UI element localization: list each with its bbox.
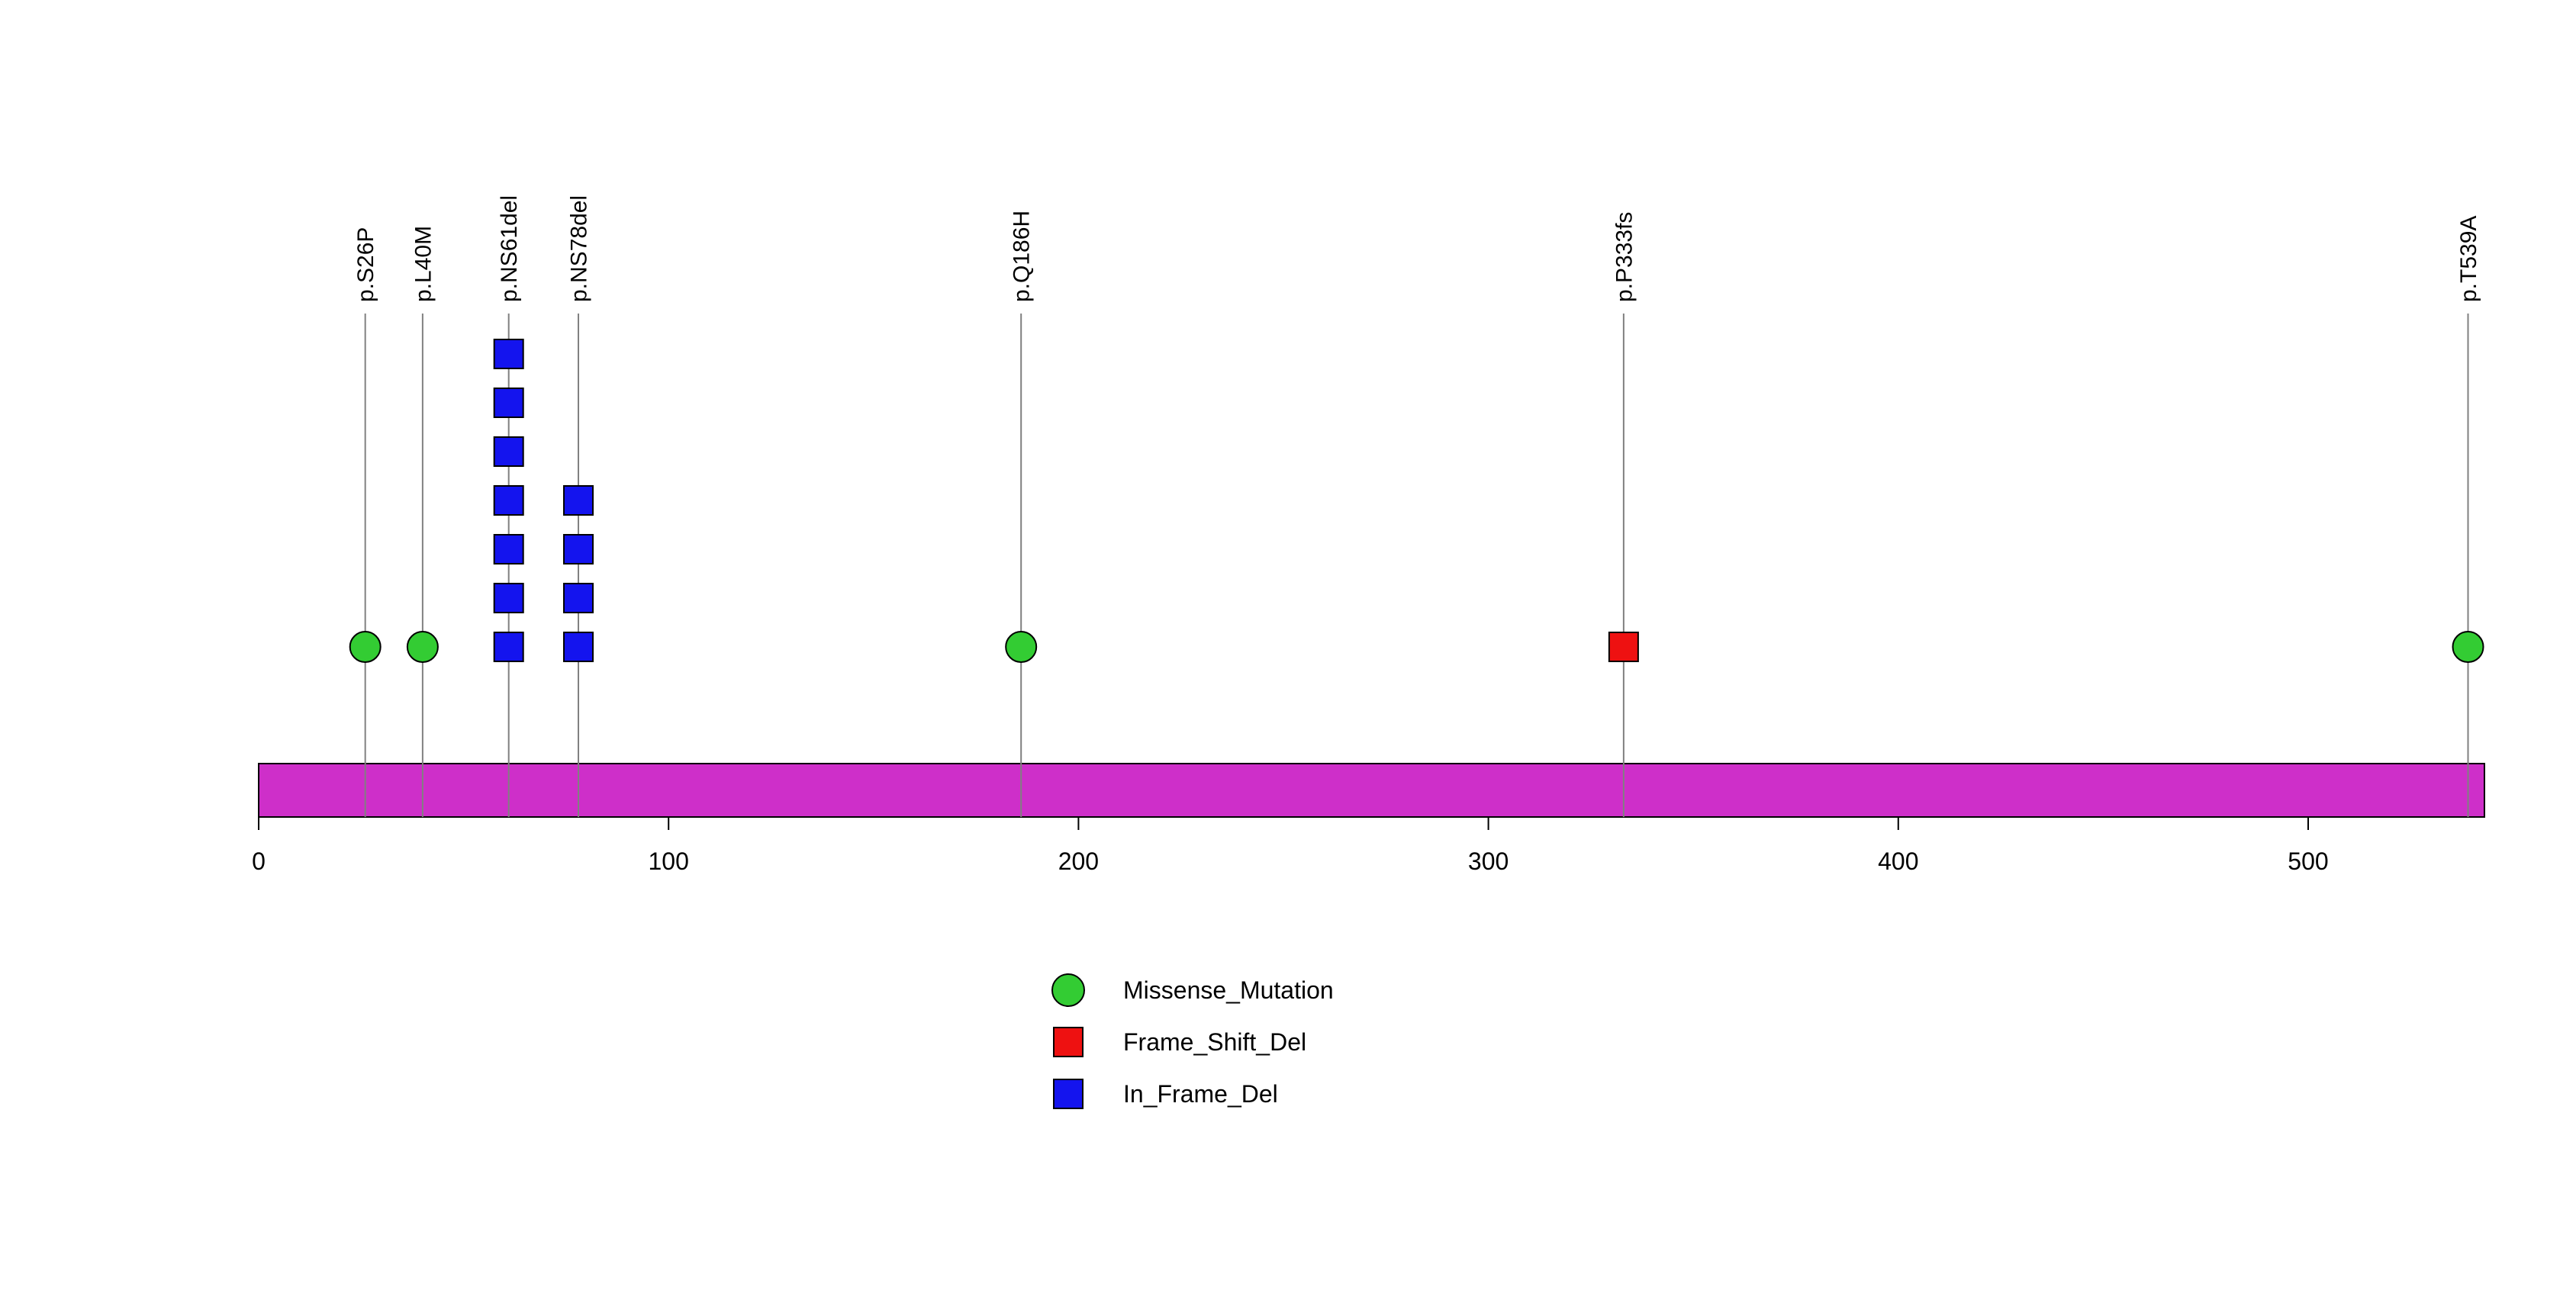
mutation-marker-in_frame_del	[493, 632, 524, 662]
mutation-label: p.Q186H	[1009, 211, 1035, 302]
mutation-marker-in_frame_del	[563, 485, 594, 516]
axis-tick-label: 400	[1878, 848, 1918, 875]
mutation-marker-frame_shift_del	[1608, 632, 1639, 662]
axis-tick-label: 0	[252, 848, 266, 875]
mutation-marker-in_frame_del	[563, 632, 594, 662]
mutation-marker-missense_mutation	[349, 631, 382, 663]
mutation-marker-in_frame_del	[493, 583, 524, 613]
mutation-label: p.S26P	[353, 227, 378, 302]
mutation-marker-in_frame_del	[493, 485, 524, 516]
mutation-marker-missense_mutation	[1005, 631, 1038, 663]
mutation-label: p.L40M	[411, 226, 436, 302]
legend-label: In_Frame_Del	[1123, 1080, 1278, 1108]
axis-tick-label: 100	[649, 848, 689, 875]
legend-label: Missense_Mutation	[1123, 976, 1334, 1004]
legend-swatch-in_frame_del	[1053, 1079, 1084, 1109]
mutation-marker-in_frame_del	[493, 534, 524, 564]
mutation-marker-missense_mutation	[2452, 631, 2484, 663]
axis-tick-label: 300	[1468, 848, 1509, 875]
axis-tick-label: 200	[1058, 848, 1099, 875]
mutation-marker-in_frame_del	[563, 534, 594, 564]
mutation-label-group: p.Q186H	[1009, 211, 1035, 302]
mutation-label: p.T539A	[2456, 216, 2481, 302]
legend-label: Frame_Shift_Del	[1123, 1028, 1306, 1056]
mutation-label: p.NS78del	[567, 195, 592, 302]
mutation-marker-in_frame_del	[493, 388, 524, 418]
mutation-label-group: p.P333fs	[1612, 212, 1637, 302]
mutation-label-group: p.S26P	[353, 227, 378, 302]
mutation-marker-missense_mutation	[406, 631, 439, 663]
mutation-label-group: p.NS61del	[497, 195, 522, 302]
legend-swatch-frame_shift_del	[1053, 1027, 1084, 1057]
axis-tick-label: 500	[2288, 848, 2328, 875]
mutation-marker-in_frame_del	[493, 436, 524, 467]
mutation-label-group: p.T539A	[2456, 216, 2481, 302]
mutation-label: p.P333fs	[1612, 212, 1637, 302]
mutation-label-group: p.NS78del	[567, 195, 592, 302]
legend-swatch-missense_mutation	[1051, 973, 1085, 1007]
mutation-marker-in_frame_del	[493, 339, 524, 369]
mutation-label-group: p.L40M	[411, 226, 436, 302]
mutation-marker-in_frame_del	[563, 583, 594, 613]
mutation-label: p.NS61del	[497, 195, 522, 302]
protein-domain-bar	[258, 763, 2485, 818]
